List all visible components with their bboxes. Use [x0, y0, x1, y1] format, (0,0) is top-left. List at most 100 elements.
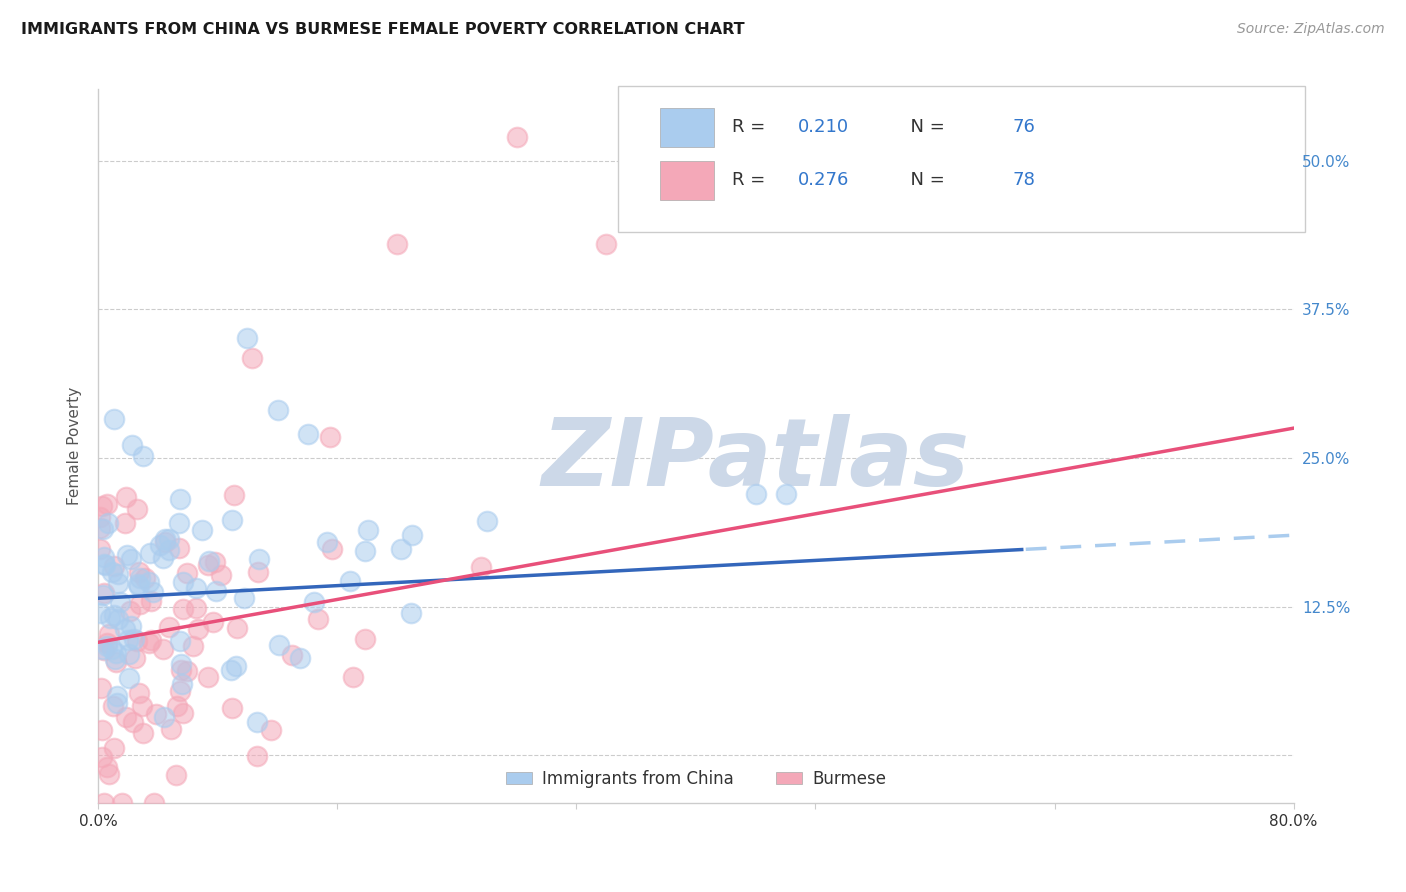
Point	[167, 541, 190, 556]
Point	[152, 642, 174, 657]
Point	[157, 620, 180, 634]
Point	[96, 639, 118, 653]
Point	[139, 546, 162, 560]
Point	[197, 669, 219, 683]
Point	[104, 651, 127, 665]
Point	[342, 670, 364, 684]
Point	[93, 586, 115, 600]
Point	[172, 602, 194, 616]
Point	[401, 606, 423, 620]
Point	[96, 760, 118, 774]
Point	[114, 516, 136, 531]
Point	[120, 552, 142, 566]
Point	[101, 698, 124, 713]
Point	[172, 677, 194, 691]
Point	[93, 549, 115, 564]
Point	[91, 723, 114, 737]
Point	[357, 523, 380, 537]
Point	[181, 639, 204, 653]
Point	[197, 554, 219, 568]
Point	[139, 633, 162, 648]
FancyBboxPatch shape	[619, 86, 1306, 232]
Point	[117, 632, 139, 647]
Point	[114, 622, 136, 636]
Point	[90, 641, 112, 656]
Point	[91, 499, 114, 513]
Text: Source: ZipAtlas.com: Source: ZipAtlas.com	[1237, 22, 1385, 37]
Point	[319, 430, 342, 444]
Y-axis label: Female Poverty: Female Poverty	[67, 387, 83, 505]
Point	[149, 538, 172, 552]
Point	[316, 534, 339, 549]
Point	[167, 516, 190, 530]
Point	[101, 566, 124, 580]
Point	[125, 501, 148, 516]
Point	[172, 706, 194, 721]
Point	[96, 636, 118, 650]
Text: 78: 78	[1012, 171, 1036, 189]
Point	[222, 488, 245, 502]
Point	[97, 767, 120, 781]
Point	[389, 541, 412, 556]
Point	[91, 588, 114, 602]
Point	[247, 551, 270, 566]
Point	[120, 618, 142, 632]
Point	[125, 633, 148, 648]
Text: ZIPatlas: ZIPatlas	[541, 414, 970, 507]
Point	[401, 528, 423, 542]
Point	[121, 438, 143, 452]
Point	[169, 633, 191, 648]
Point	[131, 449, 153, 463]
Point	[107, 566, 129, 581]
Point	[122, 632, 145, 646]
Point	[321, 542, 343, 557]
Point	[103, 607, 125, 622]
Text: 76: 76	[1012, 119, 1036, 136]
Point	[169, 491, 191, 506]
Point	[101, 642, 124, 657]
Point	[246, 748, 269, 763]
Point	[131, 699, 153, 714]
Point	[97, 627, 120, 641]
Point	[166, 699, 188, 714]
Point	[354, 543, 377, 558]
Point	[172, 575, 194, 590]
Point	[205, 584, 228, 599]
Point	[114, 710, 136, 724]
Point	[170, 657, 193, 671]
Point	[152, 551, 174, 566]
Point	[153, 532, 176, 546]
Point	[91, 522, 114, 536]
Point	[225, 621, 247, 635]
Point	[157, 542, 180, 557]
Text: N =: N =	[900, 171, 950, 189]
Point	[103, 741, 125, 756]
Point	[211, 568, 233, 582]
Point	[475, 514, 498, 528]
Point	[201, 615, 224, 630]
Text: 0.276: 0.276	[797, 171, 849, 189]
Point	[245, 715, 267, 730]
Point	[103, 558, 125, 573]
Point	[267, 638, 290, 652]
Point	[470, 560, 492, 574]
Point	[160, 722, 183, 736]
Point	[221, 701, 243, 715]
Text: R =: R =	[733, 171, 770, 189]
Point	[219, 663, 242, 677]
Point	[290, 651, 312, 665]
Point	[96, 497, 118, 511]
Point	[105, 646, 128, 660]
Point	[90, 749, 112, 764]
Point	[93, 558, 115, 572]
Point	[197, 558, 219, 573]
Point	[157, 532, 180, 546]
Point	[184, 581, 207, 595]
Point	[93, 643, 115, 657]
Point	[107, 612, 129, 626]
Point	[97, 516, 120, 531]
Point	[176, 664, 198, 678]
Point	[94, 558, 117, 572]
Point	[267, 403, 290, 417]
Point	[169, 683, 191, 698]
